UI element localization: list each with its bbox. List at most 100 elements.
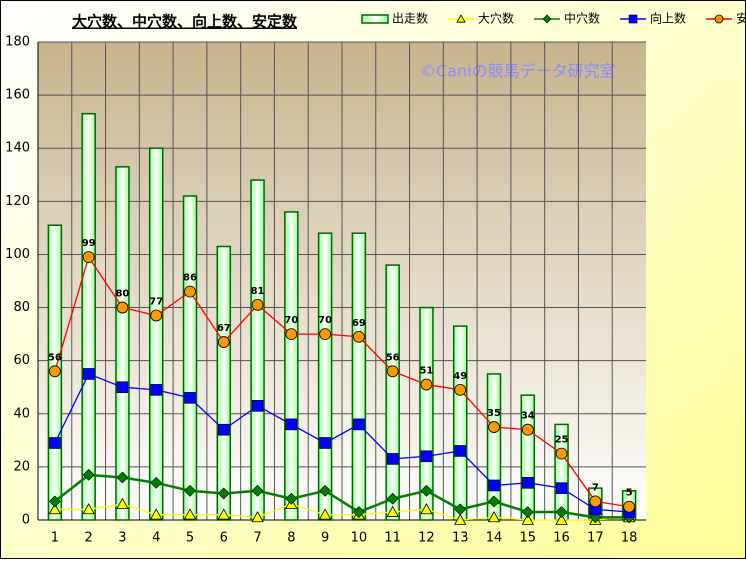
- data-label: 81: [251, 286, 265, 297]
- point: [48, 495, 61, 508]
- point: [589, 511, 602, 524]
- point: [454, 503, 467, 516]
- point: [454, 445, 467, 457]
- legend-label: 大穴数: [478, 11, 514, 26]
- point: [184, 285, 196, 298]
- bar: [419, 306, 434, 521]
- y-tick-label: 40: [13, 406, 30, 421]
- data-label: 70: [284, 315, 298, 326]
- y-tick-label: 100: [5, 247, 30, 262]
- x-tick-label: 7: [253, 531, 261, 546]
- point: [521, 513, 534, 525]
- point: [319, 437, 331, 449]
- x-tick-label: 14: [486, 531, 503, 546]
- point: [487, 511, 501, 523]
- point: [454, 383, 467, 396]
- data-label: 70: [318, 315, 332, 326]
- data-label: 5: [626, 488, 633, 499]
- x-tick-label: 13: [452, 531, 469, 546]
- point: [488, 495, 500, 508]
- point: [521, 423, 534, 436]
- legend-label: 出走数: [392, 11, 428, 26]
- point: [184, 484, 196, 497]
- point: [82, 503, 95, 515]
- point: [217, 336, 230, 348]
- point: [285, 418, 298, 431]
- point: [183, 508, 197, 520]
- point: [420, 503, 433, 515]
- point: [319, 328, 332, 341]
- point: [48, 503, 62, 515]
- point: [82, 251, 95, 264]
- point: [488, 421, 500, 433]
- bar: [115, 166, 130, 521]
- data-label: 7: [592, 482, 599, 493]
- x-tick-label: 12: [418, 531, 435, 546]
- bar: [81, 112, 96, 521]
- point: [521, 506, 534, 518]
- point: [352, 506, 365, 518]
- y-tick-label: 180: [5, 35, 30, 50]
- x-tick-label: 4: [152, 531, 160, 546]
- point: [623, 500, 636, 513]
- x-tick-label: 3: [118, 531, 126, 546]
- point: [116, 497, 129, 509]
- legend-marker: [628, 14, 638, 24]
- point: [420, 378, 433, 391]
- x-tick-label: 8: [287, 531, 295, 546]
- x-tick-label: 2: [85, 531, 93, 546]
- x-tick-label: 16: [553, 531, 570, 546]
- point: [386, 505, 399, 517]
- point: [555, 513, 568, 525]
- bar: [317, 232, 333, 521]
- x-tick-label: 9: [321, 531, 329, 546]
- point: [454, 513, 467, 525]
- data-label: 69: [352, 318, 366, 329]
- point: [217, 423, 230, 436]
- point: [555, 506, 568, 518]
- x-tick-label: 18: [621, 531, 638, 546]
- chart-title: 大穴数、中穴数、向上数、安定数: [72, 13, 298, 31]
- point: [150, 309, 163, 322]
- data-label: 56: [386, 352, 400, 363]
- bar: [452, 325, 468, 521]
- bar: [182, 195, 198, 521]
- point: [285, 492, 298, 505]
- point: [217, 487, 230, 500]
- y-tick-label: 80: [13, 300, 30, 315]
- y-tick-label: 140: [5, 141, 30, 156]
- point: [353, 418, 365, 431]
- line: [54, 503, 630, 521]
- point: [420, 484, 433, 497]
- point: [251, 484, 264, 497]
- point: [48, 365, 61, 378]
- point: [589, 495, 602, 508]
- x-tick-label: 15: [520, 531, 537, 546]
- legend-marker: [542, 14, 552, 24]
- legend-marker: [456, 14, 466, 23]
- point: [116, 471, 129, 484]
- point: [82, 468, 95, 481]
- x-tick-label: 5: [186, 531, 194, 546]
- point: [555, 482, 568, 494]
- point: [150, 476, 163, 489]
- data-label: 77: [149, 297, 163, 308]
- point: [386, 492, 399, 505]
- watermark: ©Caniの競馬データ研究室: [420, 62, 616, 81]
- point: [488, 479, 500, 492]
- x-tick-label: 10: [351, 531, 368, 546]
- point: [217, 508, 230, 520]
- legend-label: 安定数: [736, 11, 746, 26]
- data-label: 51: [419, 366, 433, 377]
- y-tick-label: 0: [22, 513, 30, 528]
- data-label: 99: [82, 238, 96, 249]
- y-tick-label: 60: [13, 353, 30, 368]
- x-tick-label: 11: [384, 531, 401, 546]
- y-tick-label: 20: [13, 459, 30, 474]
- point: [318, 508, 332, 520]
- point: [184, 392, 196, 404]
- data-label: 67: [217, 323, 231, 334]
- bar: [216, 245, 232, 521]
- point: [386, 453, 399, 465]
- data-label: 56: [48, 352, 62, 363]
